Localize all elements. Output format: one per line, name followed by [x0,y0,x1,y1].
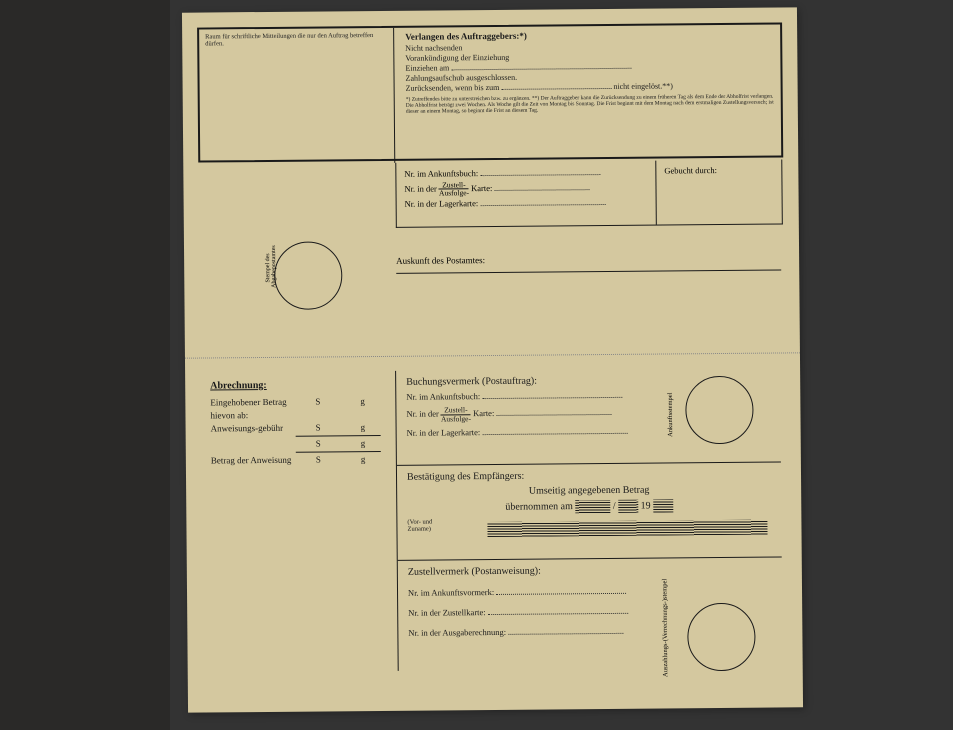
bl3-field[interactable] [482,433,627,435]
einziehen-label: Einziehen am [405,63,449,72]
r2-lbl: hievon ab: [210,410,300,421]
r1-s: S [315,396,345,406]
verlangen-header: Verlangen des Auftraggebers:*) [405,29,773,42]
auskunft-postamt: Auskunft des Postamtes: [396,255,485,266]
date-day-field[interactable] [575,500,610,513]
gebucht-durch: Gebucht durch: [656,159,782,224]
fine-print: *) Zutreffendes bitte zu unterstreichen … [406,94,774,115]
nr-l2a: Nr. in der [404,183,436,193]
bl3-lbl: Nr. in der Lagerkarte: [407,427,481,438]
line-zuruecksenden: Zurücksenden, wenn bis zum nicht eingelö… [406,81,774,93]
zl3-field[interactable] [508,633,623,635]
uebernommen-line: übernommen am / 19 [407,499,771,515]
nr-l2-field[interactable] [494,189,589,191]
perforation-line [185,352,800,358]
bestaetigung-header: Bestätigung des Empfängers: [407,469,771,483]
umseitig-line: Umseitig angegebenen Betrag [407,484,771,498]
bl2b: Karte: [473,408,494,418]
abrechnung-header: Abrechnung: [210,379,380,391]
bl1-lbl: Nr. im Ankunftsbuch: [406,391,480,402]
desk-background [0,0,170,730]
nr-l2b: Karte: [471,183,492,193]
zl1-lbl: Nr. im Ankunftsvormerk: [408,587,494,598]
stamp-label-auszahlung: Auszahlungs-(Verrechnungs-)stempel [661,579,669,677]
r3-lbl: Anweisungs-gebühr [211,423,301,434]
nr-l3-label: Nr. in der Lagerkarte: [405,198,479,209]
stamp-label-abgabe: Stempel des Abgabepostamtes [265,248,277,288]
r3-s: S [316,422,346,432]
r1-g: g [360,396,380,406]
r1-lbl: Eingehobener Betrag [210,397,300,408]
zustell-l1: Nr. im Ankunftsvormerk: [408,585,772,598]
zurueck-label-b: nicht eingelöst.**) [613,81,673,91]
left-note-text: Raum für schriftliche Mitteilungen die n… [205,32,373,47]
r3-g: g [361,422,381,432]
left-note-box: Raum für schriftliche Mitteilungen die n… [199,28,395,165]
rule2 [296,451,381,453]
bl2-field[interactable] [496,414,611,416]
stamp-circle-abgabe [274,241,343,310]
row-anweisungsgebuehr: Anweisungs-gebühr S g [211,422,381,433]
r4-lbl: Betrag der Anweisung [211,455,301,466]
nr-l1-field[interactable] [480,174,600,176]
date-year-field[interactable] [653,499,673,512]
row-sum1: S g [211,438,381,449]
verlangen-box: Verlangen des Auftraggebers:*) Nicht nac… [397,24,782,162]
r4-s: S [316,454,346,464]
bl2-frac: Zustell- Ausfolge- [441,406,471,422]
name-field[interactable] [488,520,768,537]
ueb-slash: / [613,501,616,512]
r-sum1-lbl [211,439,301,450]
zl2-lbl: Nr. in der Zustellkarte: [408,607,486,618]
nr-left: Nr. im Ankunftsbuch: Nr. in der Zustell-… [396,161,657,227]
nr-fraction: Zustell- Ausfolge- [439,181,469,197]
bl2-bot: Ausfolge- [441,415,471,423]
bl1-field[interactable] [482,397,622,399]
zustell-header: Zustellvermerk (Postanweisung): [408,564,772,578]
bl2a: Nr. in der [406,408,438,418]
zurueck-label-a: Zurücksenden, wenn bis zum [406,83,500,93]
auskunft-rule [396,269,781,273]
bestaetigung-section: Bestätigung des Empfängers: Umseitig ang… [397,462,782,560]
date-month-field[interactable] [618,500,638,513]
rs1-s: S [316,438,346,448]
zl1-field[interactable] [496,593,626,595]
r4-g: g [361,454,381,464]
zl3-lbl: Nr. in der Ausgaberechnung: [408,627,506,638]
postal-form-paper: Raum für schriftliche Mitteilungen die n… [182,7,803,712]
name-row: (Vor- und Zuname) [407,516,771,540]
abrechnung-block: Abrechnung: Eingehobener Betrag S g hiev… [210,379,381,468]
ueb-a: übernommen am [505,501,573,513]
ueb-19: 19 [641,500,651,511]
row-betrag-anweisung: Betrag der Anweisung S g [211,454,381,465]
rs1-g: g [361,438,381,448]
top-card: Raum für schriftliche Mitteilungen die n… [197,22,785,347]
zurueck-field[interactable] [501,88,611,90]
stamp-circle-ankunft [685,376,754,445]
stamp-circle-auszahlung [687,603,756,672]
vorname-label: (Vor- und Zuname) [407,518,445,532]
stamp-label-ankunft: Ankunftsstempel [667,392,674,436]
nr-lagerkarte: Nr. in der Lagerkarte: [405,195,648,211]
zl2-field[interactable] [488,613,628,615]
top-frame: Raum für schriftliche Mitteilungen die n… [197,22,783,162]
nr-frac-bot: Ausfolge- [439,189,469,197]
rule1 [296,435,381,437]
nr-l3-field[interactable] [480,204,605,206]
nr-box: Nr. im Ankunftsbuch: Nr. in der Zustell-… [395,159,783,227]
gebucht-label: Gebucht durch: [664,165,717,175]
row-hievon: hievon ab: [210,409,380,420]
row-eingehoben: Eingehobener Betrag S g [210,396,380,407]
einziehen-field[interactable] [451,68,631,71]
nr-l1-label: Nr. im Ankunftsbuch: [404,168,478,179]
